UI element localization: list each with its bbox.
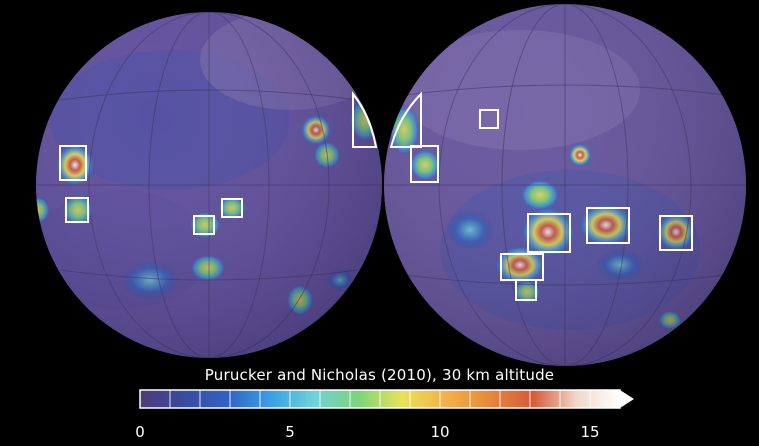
colorbar (139, 389, 634, 409)
colorbar-arrow (620, 390, 634, 408)
highlight-box (59, 145, 87, 181)
highlight-box (389, 91, 422, 148)
highlight-box (221, 198, 243, 218)
colorbar-tick-label: 0 (135, 423, 145, 441)
highlight-box (515, 279, 537, 301)
figure-caption: Purucker and Nicholas (2010), 30 km alti… (204, 366, 555, 384)
highlight-boxes (59, 91, 693, 301)
highlight-box (479, 109, 499, 129)
highlight-box (193, 215, 215, 235)
far-side-hemisphere (384, 4, 746, 366)
colorbar-tick-label: 15 (580, 423, 600, 441)
near-side-hemisphere (36, 12, 382, 358)
highlight-box (410, 145, 439, 183)
highlight-box (65, 197, 89, 223)
colorbar-tick-label: 5 (285, 423, 295, 441)
highlight-box (586, 207, 630, 244)
colorbar-tick-label: 10 (430, 423, 450, 441)
highlight-box (527, 213, 571, 253)
highlight-box (659, 215, 693, 251)
highlight-box (352, 91, 378, 148)
